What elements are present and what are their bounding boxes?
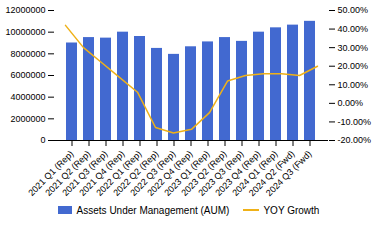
svg-text:2022 Q3 (Rep): 2022 Q3 (Rep)	[128, 148, 178, 198]
html-text:Assets Under Management (AUM): Assets Under Management (AUM)	[76, 204, 230, 216]
svg-text:6000000: 6000000	[10, 70, 45, 80]
svg-text:30.00%: 30.00%	[338, 43, 369, 53]
svg-text:2021 Q1 (Rep): 2021 Q1 (Rep)	[26, 148, 76, 198]
svg-text:2021 Q4 (Rep): 2021 Q4 (Rep)	[77, 148, 127, 198]
svg-text:2023 Q2 (Rep): 2023 Q2 (Rep)	[179, 148, 229, 198]
svg-text:2022 Q4 (Rep): 2022 Q4 (Rep)	[145, 148, 195, 198]
svg-text:2023 Q3 (Rep): 2023 Q3 (Rep)	[196, 148, 246, 198]
svg-text:40.00%: 40.00%	[338, 24, 369, 34]
svg-text:2023 Q4 (Rep): 2023 Q4 (Rep)	[213, 148, 263, 198]
html-text:YOY Growth: YOY Growth	[263, 204, 320, 216]
svg-text:2024 Q2 (Fwd): 2024 Q2 (Fwd)	[246, 148, 297, 199]
svg-text:10.00%: 10.00%	[338, 80, 369, 90]
svg-text:0: 0	[40, 135, 45, 145]
svg-text:-20.00%: -20.00%	[338, 135, 372, 145]
svg-text:2021 Q3 (Rep): 2021 Q3 (Rep)	[60, 148, 110, 198]
svg-text:2022 Q2 (Rep): 2022 Q2 (Rep)	[111, 148, 161, 198]
svg-text:10000000: 10000000	[5, 27, 45, 37]
svg-text:20.00%: 20.00%	[338, 61, 369, 71]
svg-text:2024 Q1 (Rep): 2024 Q1 (Rep)	[230, 148, 280, 198]
svg-text:2021 Q2 (Rep): 2021 Q2 (Rep)	[43, 148, 93, 198]
svg-text:4000000: 4000000	[10, 92, 45, 102]
svg-text:2000000: 2000000	[10, 114, 45, 124]
svg-text:0.00%: 0.00%	[338, 98, 364, 108]
svg-text:8000000: 8000000	[10, 49, 45, 59]
svg-text:2022 Q1 (Rep): 2022 Q1 (Rep)	[94, 148, 144, 198]
svg-text:50.00%: 50.00%	[338, 5, 369, 15]
svg-text:-10.00%: -10.00%	[338, 117, 372, 127]
svg-text:2023 Q1 (Rep): 2023 Q1 (Rep)	[162, 148, 212, 198]
svg-text:12000000: 12000000	[5, 5, 45, 15]
svg-text:2024 Q3 (Fwd): 2024 Q3 (Fwd)	[264, 149, 314, 199]
